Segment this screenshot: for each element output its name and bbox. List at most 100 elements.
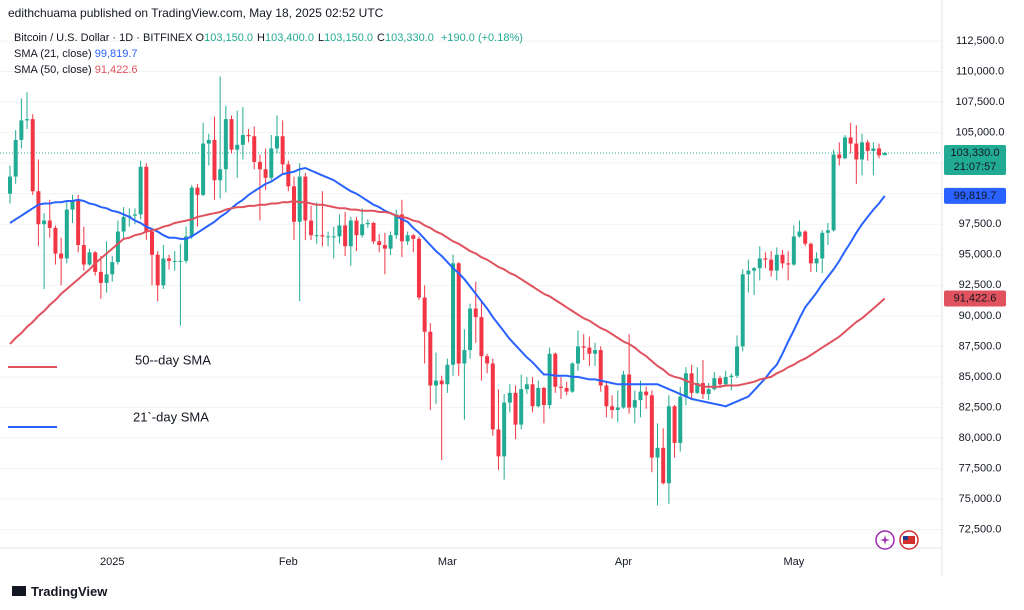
legend-name: SMA (50, close) <box>14 64 92 76</box>
candle-body <box>292 186 296 222</box>
candle-body <box>576 346 580 364</box>
candle-body <box>64 209 69 259</box>
candle-body <box>76 201 81 245</box>
x-tick-label: Feb <box>279 556 298 568</box>
candle-body <box>240 135 245 145</box>
candle-body <box>326 236 331 238</box>
candle-body <box>581 346 586 348</box>
y-tick-label: 110,000.0 <box>956 65 1004 77</box>
candle-body <box>746 270 751 275</box>
candle-body <box>808 243 813 264</box>
candle-body <box>388 235 393 249</box>
candle-body <box>820 232 825 259</box>
candle-body <box>121 216 126 232</box>
candle-body <box>587 347 592 354</box>
y-tick-label: 107,500.0 <box>956 96 1005 108</box>
candle-body <box>280 136 285 165</box>
ohlc-value: 103,150.0 <box>204 32 254 44</box>
candle-body <box>263 169 268 178</box>
y-tick-label: 95,000.0 <box>959 249 1002 261</box>
candle-body <box>451 263 456 365</box>
candle-body <box>638 391 643 401</box>
candle-body <box>541 387 546 406</box>
candle-body <box>167 258 172 261</box>
candle-body <box>331 236 336 238</box>
legend-sma21: SMA (21, close) 99,819.7 <box>14 48 138 60</box>
y-tick-label: 82,500.0 <box>959 401 1002 413</box>
candle-body <box>354 220 359 236</box>
candle-body <box>877 148 882 156</box>
candle-body <box>161 258 166 286</box>
candle-body <box>786 263 791 265</box>
candle-body <box>257 161 262 170</box>
candle-body <box>729 375 734 377</box>
candle-body <box>405 235 410 242</box>
candle-body <box>683 373 688 397</box>
candle-body <box>309 220 314 236</box>
y-tick-label: 87,500.0 <box>959 340 1002 352</box>
candle-body <box>752 268 757 271</box>
candle-body <box>666 406 671 484</box>
icon-glyph <box>903 536 915 544</box>
candle-body <box>428 331 433 386</box>
candle-body <box>678 396 683 443</box>
candle-body <box>201 143 206 195</box>
candle-body <box>144 166 149 232</box>
candle-body <box>98 271 103 283</box>
candle-body <box>842 137 847 159</box>
x-tick-label: Mar <box>438 556 457 568</box>
candle-body <box>723 376 728 385</box>
legend-sma50: SMA (50, close) 91,422.6 <box>14 64 138 76</box>
candle-body <box>797 231 802 237</box>
y-tick-label: 112,500.0 <box>956 35 1004 47</box>
candle-body <box>780 254 785 264</box>
candle-body <box>70 201 75 210</box>
candle-body <box>195 187 200 195</box>
candle-body <box>360 224 365 236</box>
candle-body <box>178 260 183 262</box>
candle-body <box>53 227 58 254</box>
candle-body <box>337 225 342 237</box>
legend-name: SMA (21, close) <box>14 48 92 60</box>
candle-body <box>212 139 217 181</box>
candle-body <box>718 378 722 385</box>
candle-body <box>763 258 768 260</box>
candle-body <box>627 374 632 408</box>
y-tick-label: 75,000.0 <box>959 493 1002 505</box>
candle-body <box>87 252 92 265</box>
ohlc: O103,150.0 H103,400.0 L103,150.0 C103,330.0 <box>196 32 438 44</box>
candle-body <box>218 169 223 181</box>
candle-body <box>36 191 41 225</box>
candle-body <box>155 254 160 286</box>
price-box <box>944 144 1006 175</box>
candle-body <box>252 136 257 162</box>
price-box-label: 91,422.6 <box>954 292 997 304</box>
candle-body <box>502 402 507 457</box>
candle-body <box>598 350 603 386</box>
candle-body <box>59 253 64 259</box>
candle-body <box>365 223 370 225</box>
candle-body <box>371 223 376 242</box>
candle-body <box>394 214 399 236</box>
ohlc-value: 103,330.0 <box>384 32 434 44</box>
candle-body <box>558 386 563 388</box>
candle-body <box>513 392 518 425</box>
candle-body <box>297 176 302 222</box>
candle-body <box>439 380 444 385</box>
candle-body <box>735 346 740 376</box>
candle-body <box>468 308 473 351</box>
price-box <box>944 290 1006 307</box>
candle-body <box>791 236 796 265</box>
candle-body <box>871 148 876 151</box>
candle-body <box>553 353 558 387</box>
brand: TradingView <box>31 584 108 599</box>
candle-body <box>246 135 251 137</box>
candle-body <box>348 220 353 247</box>
x-tick-label: 2025 <box>100 556 124 568</box>
price-box-label: 99,819.7 <box>954 190 997 202</box>
candle-body <box>593 350 598 354</box>
ohlc-key: L <box>317 32 325 44</box>
